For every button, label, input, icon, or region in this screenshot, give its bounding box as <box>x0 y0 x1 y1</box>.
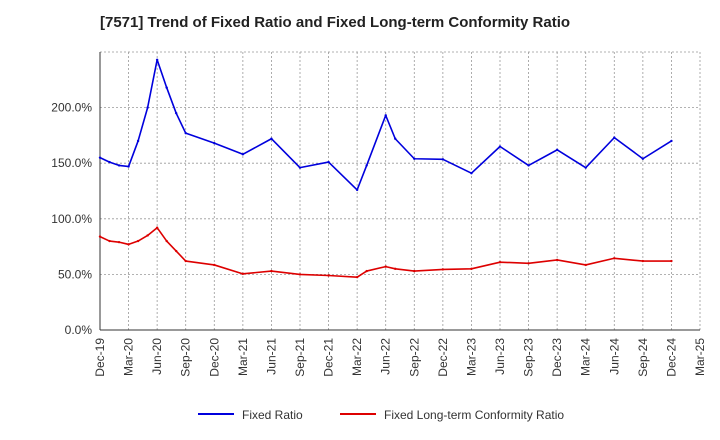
data-point <box>384 114 387 117</box>
data-point <box>527 164 530 167</box>
data-point <box>527 262 530 265</box>
data-point <box>146 234 149 237</box>
x-tick-label: Sep-24 <box>636 338 650 377</box>
data-point <box>117 240 121 244</box>
data-point <box>136 239 140 243</box>
x-tick-label: Dec-23 <box>550 338 564 377</box>
grid-lines <box>99 51 701 330</box>
x-tick-label: Jun-20 <box>150 338 164 375</box>
x-tick-label: Mar-20 <box>122 338 136 376</box>
data-point <box>413 157 416 160</box>
data-point <box>184 131 187 135</box>
x-tick-label: Dec-20 <box>207 338 221 377</box>
data-point <box>670 139 673 143</box>
data-point <box>298 273 302 276</box>
y-tick-label: 50.0% <box>58 267 92 281</box>
data-point <box>555 258 559 262</box>
series-lines <box>98 58 673 279</box>
data-point <box>127 243 130 246</box>
data-point <box>213 263 216 267</box>
data-point <box>241 272 245 276</box>
axes: 0.0% 50.0% 100.0% 150.0% 200.0% Dec-19 Mar-20 J… <box>51 52 707 377</box>
data-point <box>584 263 587 267</box>
data-point <box>174 111 178 115</box>
legend: Fixed Ratio Fixed Long-term Conformity Ra… <box>198 408 564 422</box>
data-point <box>213 141 216 145</box>
data-point <box>127 165 130 168</box>
data-point <box>270 137 273 140</box>
data-point <box>298 166 302 169</box>
x-tick-label: Jun-22 <box>379 338 393 375</box>
data-point <box>498 260 502 264</box>
data-point <box>584 166 587 169</box>
data-point <box>108 239 111 243</box>
data-point <box>155 226 159 229</box>
x-tick-label: Sep-23 <box>522 338 536 377</box>
data-point <box>365 164 368 167</box>
data-point <box>98 235 102 238</box>
data-point <box>441 158 445 161</box>
data-point <box>165 239 168 243</box>
data-point <box>327 274 330 277</box>
x-tick-label: Dec-22 <box>436 338 450 377</box>
y-tick-label: 200.0% <box>51 101 92 115</box>
data-point <box>184 259 187 263</box>
x-tick-label: Sep-21 <box>293 338 307 377</box>
data-point <box>384 265 387 268</box>
x-tick-label: Dec-21 <box>322 338 336 377</box>
y-tick-label: 150.0% <box>51 156 92 170</box>
x-tick-label: Sep-22 <box>407 338 421 377</box>
data-point <box>117 164 121 167</box>
x-tick-label: Mar-21 <box>236 338 250 376</box>
x-tick-label: Jun-24 <box>607 338 621 375</box>
x-tick-label: Sep-20 <box>179 338 193 377</box>
y-tick-label: 100.0% <box>51 212 92 226</box>
chart-title: [7571] Trend of Fixed Ratio and Fixed Lo… <box>100 14 571 31</box>
data-point <box>413 269 416 273</box>
data-point <box>641 157 645 160</box>
data-point <box>174 249 178 253</box>
data-point <box>98 156 102 159</box>
x-tick-label: Dec-19 <box>93 338 107 377</box>
data-point <box>136 139 140 143</box>
data-point <box>470 172 473 175</box>
data-point <box>470 267 473 271</box>
data-point <box>394 137 397 140</box>
x-tick-label: Dec-24 <box>664 338 678 377</box>
data-point <box>394 267 397 271</box>
x-tick-label: Mar-23 <box>464 338 478 376</box>
legend-item: Fixed Ratio <box>198 408 303 422</box>
data-point <box>146 106 149 109</box>
data-point <box>613 257 616 260</box>
data-point <box>613 136 616 139</box>
data-point <box>365 269 368 273</box>
x-tick-label: Mar-22 <box>350 338 364 376</box>
data-point <box>165 86 168 89</box>
legend-item: Fixed Long-term Conformity Ratio <box>340 408 564 422</box>
data-point <box>270 269 273 273</box>
x-tick-label: Mar-24 <box>579 338 593 376</box>
data-point <box>641 259 645 263</box>
legend-label: Fixed Long-term Conformity Ratio <box>384 408 564 422</box>
y-tick-label: 0.0% <box>65 323 93 337</box>
legend-label: Fixed Ratio <box>242 408 303 422</box>
data-point <box>670 259 673 263</box>
x-tick-label: Jun-23 <box>493 338 507 375</box>
data-point <box>155 58 159 61</box>
data-point <box>241 153 245 156</box>
data-point <box>441 268 445 271</box>
x-tick-label: Jun-21 <box>264 338 278 375</box>
data-point <box>355 188 359 192</box>
data-point <box>498 145 502 148</box>
x-tick-label: Mar-25 <box>693 338 707 376</box>
data-point <box>555 148 559 152</box>
data-point <box>355 275 359 279</box>
data-point <box>327 160 330 164</box>
data-point <box>108 160 111 164</box>
